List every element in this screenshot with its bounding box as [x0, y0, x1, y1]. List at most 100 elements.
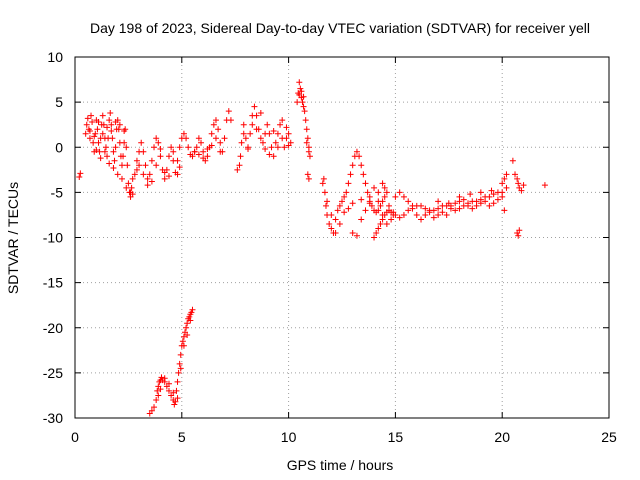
data-point-marker	[189, 306, 196, 313]
data-point-marker	[111, 157, 118, 164]
data-point-marker	[392, 211, 399, 218]
data-point-marker	[129, 175, 136, 182]
data-point-marker	[371, 234, 378, 241]
data-point-marker	[217, 148, 224, 155]
data-point-marker	[439, 209, 446, 216]
data-point-marker	[158, 374, 165, 381]
data-point-marker	[445, 200, 452, 207]
data-point-marker	[170, 148, 177, 155]
data-point-marker	[349, 229, 356, 236]
data-point-marker	[270, 128, 277, 135]
data-point-marker	[358, 216, 365, 223]
data-point-marker	[77, 170, 84, 177]
data-point-marker	[332, 229, 339, 236]
data-point-marker	[110, 165, 117, 172]
data-point-marker	[405, 207, 412, 214]
data-point-marker	[95, 139, 102, 146]
data-point-marker	[189, 153, 196, 160]
data-point-marker	[375, 225, 382, 232]
data-point-marker	[377, 220, 384, 227]
data-point-marker	[136, 162, 143, 169]
data-point-marker	[283, 124, 290, 131]
data-point-marker	[106, 117, 113, 124]
data-point-marker	[518, 187, 525, 194]
data-point-marker	[234, 166, 241, 173]
data-point-marker	[336, 220, 343, 227]
data-point-marker	[274, 130, 281, 137]
data-point-marker	[262, 146, 269, 153]
data-point-marker	[298, 88, 305, 95]
data-point-marker	[174, 157, 181, 164]
data-point-marker	[96, 148, 103, 155]
data-point-marker	[381, 193, 388, 200]
data-point-marker	[270, 153, 277, 160]
data-point-marker	[328, 211, 335, 218]
data-point-marker	[186, 313, 193, 320]
data-point-marker	[486, 193, 493, 200]
data-point-marker	[129, 191, 136, 198]
data-point-marker	[176, 144, 183, 151]
data-point-marker	[116, 121, 123, 128]
data-point-marker	[108, 121, 115, 128]
data-point-marker	[161, 375, 168, 382]
data-point-marker	[272, 139, 279, 146]
data-point-marker	[148, 407, 155, 414]
data-point-marker	[305, 175, 312, 182]
data-point-marker	[299, 99, 306, 106]
data-point-marker	[482, 198, 489, 205]
data-point-marker	[204, 146, 211, 153]
data-point-marker	[430, 214, 437, 221]
data-point-marker	[110, 148, 117, 155]
data-point-marker	[306, 153, 313, 160]
data-point-marker	[324, 198, 331, 205]
data-point-marker	[153, 162, 160, 169]
y-tick-label: -5	[51, 184, 64, 200]
data-point-marker	[115, 126, 122, 133]
x-tick-label: 20	[494, 429, 510, 445]
data-point-marker	[84, 115, 91, 122]
data-point-marker	[168, 144, 175, 151]
data-point-marker	[490, 191, 497, 198]
data-point-marker	[183, 324, 190, 331]
data-point-marker	[92, 130, 99, 137]
data-point-marker	[456, 193, 463, 200]
data-point-marker	[86, 128, 93, 135]
data-point-marker	[155, 392, 162, 399]
data-point-marker	[465, 202, 472, 209]
data-point-marker	[240, 130, 247, 137]
data-point-marker	[185, 144, 192, 151]
data-point-marker	[494, 196, 501, 203]
data-point-marker	[101, 148, 108, 155]
data-point-marker	[339, 198, 345, 205]
data-point-marker	[157, 146, 164, 153]
data-point-marker	[133, 157, 140, 164]
data-point-marker	[165, 153, 172, 160]
data-point-marker	[353, 232, 360, 239]
data-point-marker	[259, 139, 266, 146]
data-point-marker	[366, 193, 373, 200]
data-point-marker	[100, 121, 107, 128]
data-point-marker	[477, 200, 484, 207]
x-tick-label: 25	[601, 429, 617, 445]
data-point-marker	[501, 175, 508, 182]
data-point-marker	[165, 173, 172, 180]
data-point-marker	[345, 205, 352, 212]
data-point-marker	[128, 184, 135, 191]
data-point-marker	[541, 182, 548, 189]
data-point-marker	[91, 133, 98, 140]
data-point-marker	[281, 144, 288, 151]
data-point-marker	[499, 193, 506, 200]
data-point-marker	[242, 135, 249, 142]
y-tick-label: 0	[55, 139, 63, 155]
y-tick-label: -20	[43, 320, 63, 336]
data-point-marker	[300, 93, 307, 100]
data-point-marker	[176, 164, 183, 171]
data-point-marker	[418, 216, 425, 223]
data-point-marker	[121, 128, 128, 135]
data-point-marker	[236, 162, 243, 169]
data-point-marker	[345, 180, 352, 187]
data-point-marker	[171, 401, 178, 408]
data-point-marker	[120, 153, 127, 160]
data-point-marker	[221, 135, 228, 142]
